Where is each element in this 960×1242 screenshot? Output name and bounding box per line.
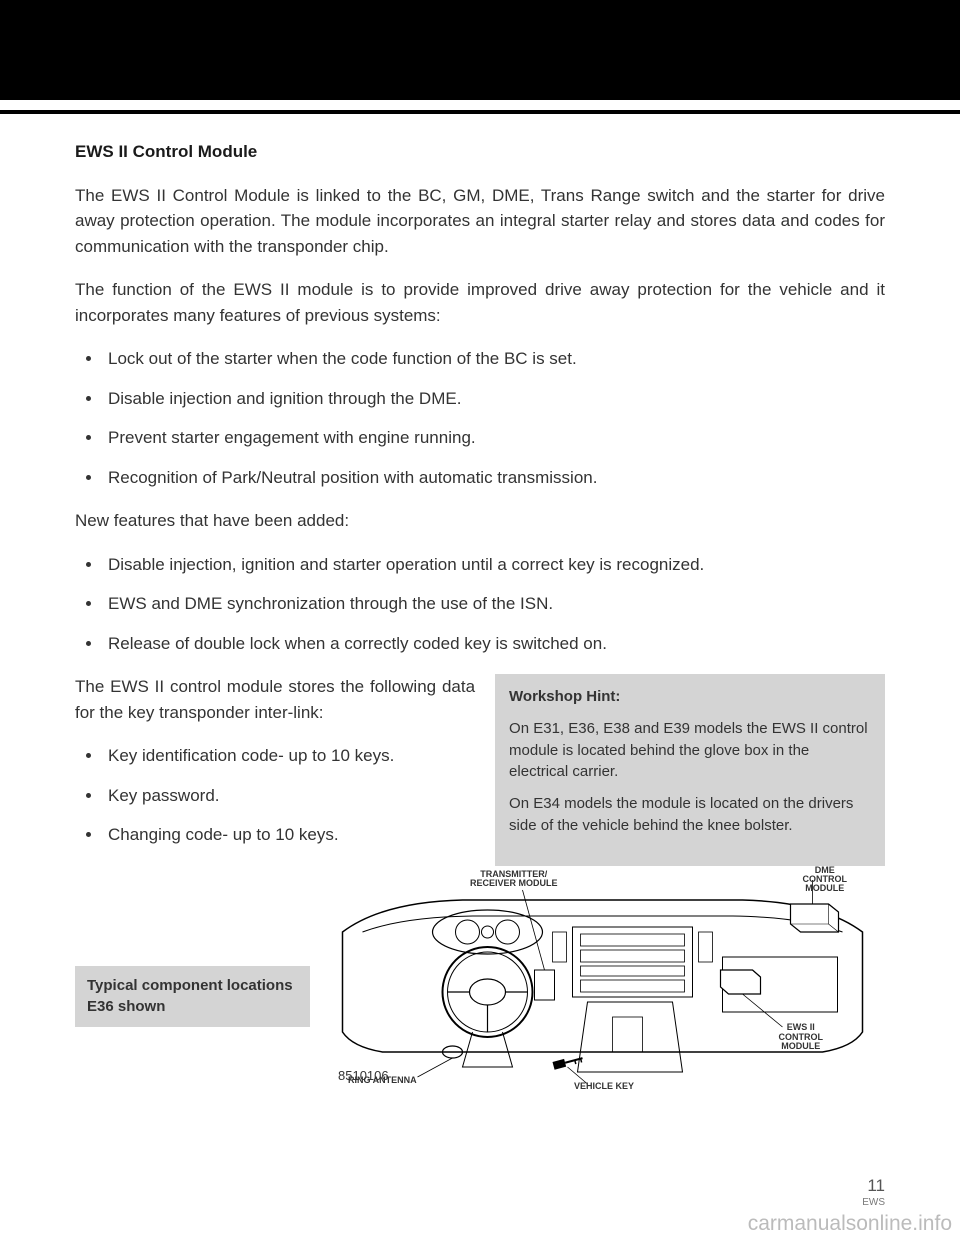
diagram-label-transmitter: TRANSMITTER/ RECEIVER MODULE [470, 870, 558, 889]
list-item: EWS and DME synchronization through the … [103, 591, 885, 617]
list-item: Key password. [103, 783, 475, 809]
stored-data-list: Key identification code- up to 10 keys. … [103, 743, 475, 848]
stored-data-intro: The EWS II control module stores the fol… [75, 674, 475, 725]
diagram-figure-number: 8510106 [338, 1066, 389, 1086]
list-item: Lock out of the starter when the code fu… [103, 346, 885, 372]
list-item: Key identification code- up to 10 keys. [103, 743, 475, 769]
diagram-caption: Typical component locations E36 shown [75, 966, 310, 1027]
list-item: Changing code- up to 10 keys. [103, 822, 475, 848]
diagram-row: Typical component locations E36 shown [75, 872, 885, 1092]
left-column: The EWS II control module stores the fol… [75, 674, 475, 866]
watermark: carmanualsonline.info [748, 1212, 952, 1236]
list-item: Disable injection and ignition through t… [103, 386, 885, 412]
feature-list-new: Disable injection, ignition and starter … [103, 552, 885, 657]
diagram-label-vehicle-key: VEHICLE KEY [574, 1082, 634, 1091]
component-location-diagram: TRANSMITTER/ RECEIVER MODULE DME CONTROL… [320, 872, 885, 1092]
page-content: EWS II Control Module The EWS II Control… [0, 114, 960, 1092]
footer-ews-label: EWS [862, 1197, 885, 1208]
diagram-label-ews-module: EWS II CONTROL MODULE [779, 1023, 824, 1051]
hint-paragraph: On E31, E36, E38 and E39 models the EWS … [509, 718, 871, 783]
page-number: 11 [867, 1176, 885, 1196]
feature-list-previous: Lock out of the starter when the code fu… [103, 346, 885, 490]
diagram-label-dme: DME CONTROL MODULE [803, 866, 848, 894]
hint-paragraph: On E34 models the module is located on t… [509, 793, 871, 837]
header-black-band [0, 0, 960, 100]
hint-title: Workshop Hint: [509, 686, 871, 708]
list-item: Recognition of Park/Neutral position wit… [103, 465, 885, 491]
two-column-row: The EWS II control module stores the fol… [75, 674, 885, 866]
workshop-hint-box: Workshop Hint: On E31, E36, E38 and E39 … [495, 674, 885, 866]
intro-paragraph-2: The function of the EWS II module is to … [75, 277, 885, 328]
section-title: EWS II Control Module [75, 139, 885, 165]
list-item: Disable injection, ignition and starter … [103, 552, 885, 578]
list-item: Release of double lock when a correctly … [103, 631, 885, 657]
list-item: Prevent starter engagement with engine r… [103, 425, 885, 451]
new-features-label: New features that have been added: [75, 508, 885, 534]
intro-paragraph-1: The EWS II Control Module is linked to t… [75, 183, 885, 260]
